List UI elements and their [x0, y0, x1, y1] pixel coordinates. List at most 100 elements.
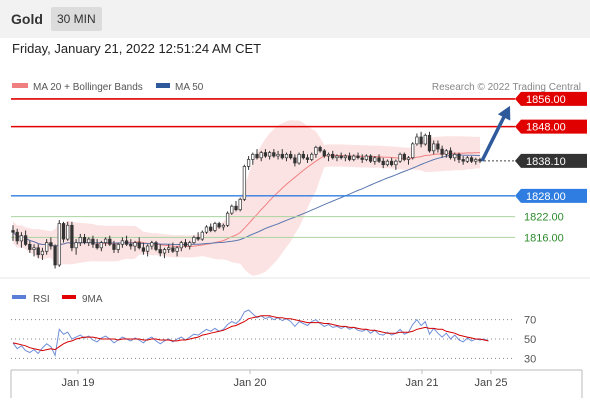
candle — [301, 150, 305, 160]
instrument-title: Gold — [11, 11, 43, 27]
candle-body — [389, 160, 394, 166]
candle-body — [82, 237, 87, 243]
candle-body — [453, 153, 457, 159]
forecast-arrow-shaft — [480, 112, 508, 162]
candle-body — [23, 235, 28, 245]
candle — [234, 201, 238, 212]
candle-body — [368, 155, 373, 162]
candle — [347, 152, 352, 162]
candle — [251, 152, 255, 165]
candle-body — [133, 242, 137, 247]
candle-body — [158, 249, 162, 254]
candle-body — [284, 153, 289, 159]
candle-body — [347, 155, 352, 160]
candle-body — [129, 243, 133, 247]
candle-body — [103, 238, 108, 243]
candle — [133, 240, 137, 252]
candle — [419, 131, 423, 148]
level-label-1856.00: 1856.00 — [526, 94, 566, 106]
candle-body — [461, 159, 465, 162]
candle-body — [221, 224, 226, 228]
candle-body — [356, 155, 360, 159]
candle-body — [381, 160, 385, 166]
candle — [78, 233, 82, 247]
candle — [310, 152, 314, 162]
candle — [343, 154, 348, 162]
candles-layer — [11, 131, 482, 269]
candle — [335, 154, 339, 162]
candle — [15, 228, 19, 245]
candle — [427, 131, 432, 153]
candle-body — [78, 237, 82, 243]
candle — [402, 152, 406, 162]
candle-body — [57, 223, 61, 266]
candle — [289, 150, 293, 160]
candle — [461, 156, 465, 165]
candle-body — [95, 243, 99, 249]
levels-layer — [11, 98, 515, 238]
candle-body — [276, 153, 280, 157]
candle — [82, 233, 87, 245]
candle — [406, 156, 411, 165]
candle — [415, 133, 419, 146]
candle-body — [474, 159, 478, 162]
candle — [356, 152, 360, 160]
candle — [225, 211, 230, 227]
candle — [314, 145, 318, 158]
candle-body — [411, 143, 415, 159]
candle-body — [242, 166, 247, 200]
candle-body — [469, 157, 474, 162]
timeframe-badge[interactable]: 30 MIN — [51, 7, 102, 31]
candle-body — [318, 147, 322, 152]
rsi-legend-label: RSI — [33, 294, 50, 305]
candle-body — [70, 224, 74, 249]
rsi-layer: 70 50 30 — [11, 309, 536, 365]
candle — [432, 140, 436, 155]
candle-body — [310, 153, 314, 160]
candle-body — [377, 157, 381, 162]
rsi-legend-swatch — [12, 295, 26, 299]
candle — [74, 239, 78, 255]
candle — [368, 154, 373, 163]
candle — [57, 220, 61, 267]
candle — [188, 240, 192, 250]
candle-body — [74, 242, 78, 249]
candle-body — [234, 205, 238, 211]
candle — [112, 240, 116, 253]
candle — [272, 149, 276, 158]
candle — [364, 154, 369, 162]
rsi-line — [12, 309, 489, 358]
candle — [238, 197, 242, 212]
candle-body — [427, 134, 432, 152]
candle — [209, 223, 213, 233]
candle — [284, 152, 289, 162]
candle-body — [305, 157, 310, 160]
candle — [179, 240, 183, 252]
candle — [120, 237, 125, 248]
candle-body — [53, 245, 57, 266]
ma50-legend-swatch — [156, 83, 170, 88]
candle — [267, 150, 272, 160]
candle — [217, 221, 221, 229]
candle-body — [108, 238, 112, 245]
ma20-legend-label: MA 20 + Bollinger Bands — [33, 82, 143, 93]
candle-body — [331, 153, 335, 159]
candle-body — [423, 134, 427, 145]
candle-body — [335, 155, 339, 159]
candle-body — [87, 238, 91, 243]
candle-body — [179, 242, 183, 249]
candle — [352, 154, 356, 162]
candle-body — [402, 153, 406, 160]
candle — [145, 244, 150, 257]
candle — [167, 244, 171, 253]
candle — [457, 152, 461, 163]
candle — [129, 239, 133, 250]
timestamp: Friday, January 21, 2022 12:51:24 AM CET — [12, 41, 262, 56]
candle-body — [137, 242, 141, 249]
candle — [318, 145, 322, 153]
candle — [158, 244, 162, 257]
candle — [440, 145, 444, 158]
candle-body — [440, 148, 444, 155]
level-tag-1828.00 — [515, 188, 587, 203]
candle-body — [154, 242, 158, 250]
